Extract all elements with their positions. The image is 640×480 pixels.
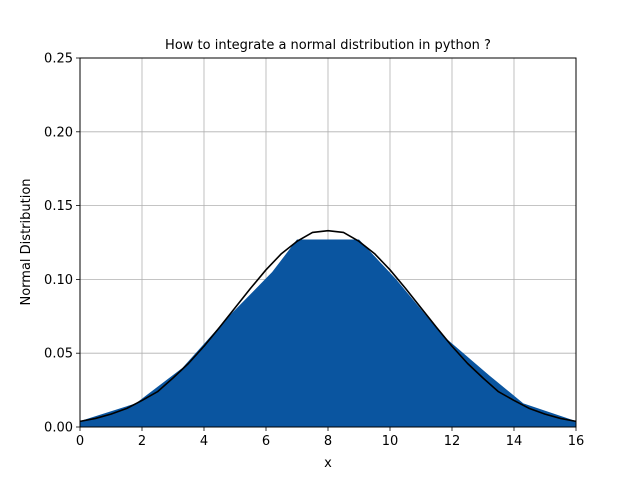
y-axis-ticks: 0.00 0.05 0.10 0.15 0.20 0.25: [44, 52, 80, 436]
curve-layer: [79, 229, 577, 423]
x-tick-label: 14: [506, 434, 523, 449]
y-axis-label: Normal Distribution: [19, 178, 34, 305]
normal-curve-line: [79, 229, 577, 423]
x-tick-label: 6: [262, 434, 270, 449]
y-tick-label: 0.15: [44, 199, 73, 214]
x-tick-label: 16: [568, 434, 585, 449]
x-tick-label: 8: [324, 434, 332, 449]
y-tick-label: 0.10: [44, 273, 73, 288]
x-tick-label: 12: [444, 434, 461, 449]
x-tick-label: 4: [200, 434, 208, 449]
x-tick-label: 0: [76, 434, 84, 449]
x-axis-ticks: 0 2 4 6 8 10 12 14 16: [76, 427, 584, 449]
chart-title: How to integrate a normal distribution i…: [165, 38, 491, 53]
y-tick-label: 0.00: [44, 421, 73, 436]
x-tick-label: 10: [382, 434, 399, 449]
y-tick-label: 0.25: [44, 52, 73, 67]
filled-area: [80, 239, 576, 427]
y-tick-label: 0.05: [44, 347, 73, 362]
x-axis-label: x: [324, 456, 332, 471]
y-tick-label: 0.20: [44, 125, 73, 140]
x-tick-label: 2: [138, 434, 146, 449]
area-layer: [80, 239, 576, 427]
